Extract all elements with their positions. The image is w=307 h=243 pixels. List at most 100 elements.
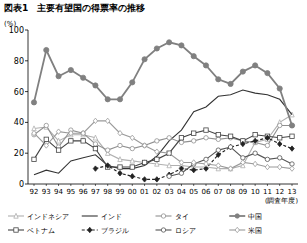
x-tick-label: 09 bbox=[238, 188, 247, 196]
legend-entry: ロシア bbox=[156, 227, 196, 235]
data-point bbox=[154, 46, 159, 51]
legend-label: インド bbox=[101, 213, 122, 221]
data-point bbox=[216, 133, 220, 137]
data-point bbox=[253, 133, 257, 137]
data-point bbox=[228, 144, 232, 149]
data-point bbox=[130, 165, 134, 169]
x-tick bbox=[156, 184, 157, 186]
data-point bbox=[192, 131, 196, 135]
x-tick bbox=[132, 184, 133, 186]
data-point bbox=[118, 143, 122, 147]
y-tick-label: 60 bbox=[14, 88, 24, 97]
legend-marker bbox=[161, 214, 165, 218]
series-line bbox=[95, 138, 292, 180]
data-point bbox=[290, 166, 294, 171]
data-point bbox=[130, 174, 134, 179]
data-point bbox=[44, 123, 48, 127]
data-point bbox=[31, 100, 36, 105]
y-tick bbox=[25, 91, 28, 92]
data-point bbox=[228, 81, 233, 86]
data-point bbox=[142, 160, 146, 164]
data-point bbox=[167, 136, 171, 140]
data-point bbox=[216, 148, 220, 152]
data-point bbox=[68, 67, 73, 72]
data-point bbox=[179, 166, 183, 171]
x-tick bbox=[83, 184, 84, 186]
data-point bbox=[253, 161, 257, 166]
data-point bbox=[204, 128, 208, 132]
x-tick bbox=[34, 184, 35, 186]
data-point bbox=[56, 129, 60, 134]
chart: 図表1 主要有望国の得票率の推移(%)020406080100929394959… bbox=[0, 0, 307, 243]
data-point bbox=[278, 141, 282, 146]
data-point bbox=[228, 134, 232, 138]
x-tick-label: 94 bbox=[54, 188, 63, 196]
data-point bbox=[118, 165, 122, 169]
x-tick bbox=[255, 184, 256, 186]
series-line bbox=[34, 42, 292, 125]
series-line bbox=[34, 130, 292, 167]
y-tick-label: 100 bbox=[9, 26, 24, 35]
x-tick-label: 05 bbox=[189, 188, 198, 196]
x-tick-label: 99 bbox=[116, 188, 125, 196]
data-point bbox=[278, 156, 282, 160]
x-tick bbox=[46, 184, 47, 186]
data-point bbox=[179, 171, 183, 175]
x-tick-label: 01 bbox=[140, 188, 149, 196]
y-tick-label: 80 bbox=[14, 57, 24, 66]
data-point bbox=[142, 143, 146, 148]
x-tick-label: 93 bbox=[42, 188, 51, 196]
data-point bbox=[265, 157, 269, 161]
legend-marker bbox=[14, 213, 18, 218]
x-tick bbox=[120, 184, 121, 186]
data-point bbox=[167, 40, 172, 45]
data-point bbox=[105, 97, 110, 102]
data-point bbox=[289, 123, 294, 128]
x-tick bbox=[267, 184, 268, 186]
data-point bbox=[69, 139, 73, 143]
data-point bbox=[106, 148, 110, 152]
data-point bbox=[155, 139, 159, 143]
data-point bbox=[216, 137, 220, 141]
data-point bbox=[216, 77, 221, 82]
series-line bbox=[34, 125, 292, 150]
data-point bbox=[130, 135, 134, 140]
legend-entry: 米国 bbox=[229, 227, 262, 235]
data-point bbox=[167, 174, 171, 178]
x-tick-label: 10 bbox=[251, 188, 260, 196]
x-tick-label: 95 bbox=[66, 188, 75, 196]
data-point bbox=[253, 138, 257, 143]
series-line bbox=[34, 90, 292, 175]
x-tick bbox=[292, 184, 293, 186]
legend-marker bbox=[235, 227, 239, 232]
legend-entry: インド bbox=[82, 213, 122, 221]
x-tick bbox=[107, 184, 108, 186]
data-point bbox=[241, 160, 245, 165]
data-point bbox=[179, 140, 183, 144]
plot-area bbox=[31, 40, 294, 182]
data-point bbox=[191, 54, 196, 59]
legend-entry: インドネシア bbox=[8, 213, 69, 221]
data-point bbox=[118, 130, 122, 135]
data-point bbox=[155, 161, 159, 166]
x-tick-label: 98 bbox=[103, 188, 112, 196]
legend-label: タイ bbox=[175, 213, 189, 221]
data-point bbox=[44, 47, 49, 52]
x-tick-label: 96 bbox=[79, 188, 88, 196]
data-point bbox=[106, 118, 110, 123]
data-point bbox=[142, 57, 147, 62]
legend-entry: ベトナム bbox=[8, 227, 55, 235]
data-point bbox=[69, 130, 73, 135]
data-point bbox=[278, 123, 282, 127]
x-tick bbox=[193, 184, 194, 186]
data-point bbox=[192, 160, 196, 165]
x-tick bbox=[70, 184, 71, 186]
data-point bbox=[56, 148, 60, 152]
x-axis-label: (調査年度) bbox=[265, 197, 298, 205]
data-point bbox=[44, 143, 48, 148]
data-point bbox=[117, 97, 122, 102]
data-point bbox=[155, 157, 159, 161]
x-tick bbox=[181, 184, 182, 186]
series-line bbox=[34, 121, 292, 169]
data-point bbox=[142, 160, 146, 165]
